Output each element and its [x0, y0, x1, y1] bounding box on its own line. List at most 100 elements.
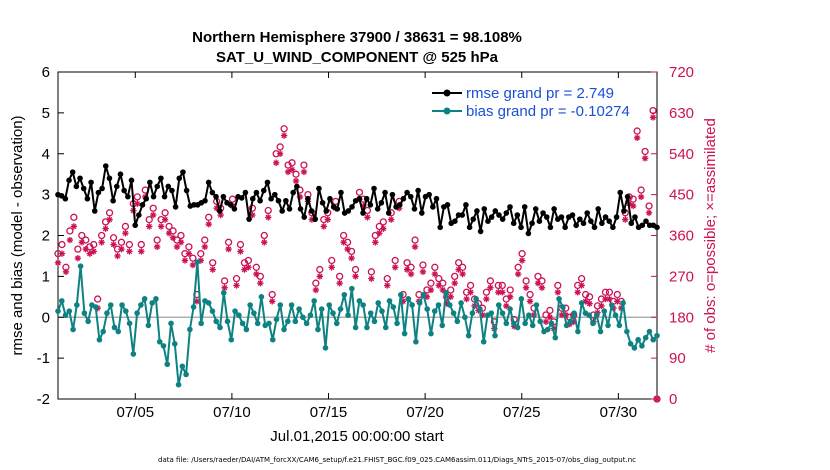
- right-y-axis: 0 90 180 270 360 450 540 630 720: [651, 64, 694, 408]
- possible-obs-marker: [526, 290, 534, 299]
- assimilated-obs-marker: [272, 159, 280, 167]
- bias-point: [145, 322, 152, 329]
- possible-obs-marker: [502, 295, 510, 303]
- possible-obs-marker: [153, 236, 161, 244]
- possible-obs-marker: [649, 106, 657, 115]
- assimilated-obs-marker: [237, 248, 244, 255]
- assimilated-obs-marker: [126, 248, 133, 255]
- x-tick-label: 07/30: [600, 404, 638, 421]
- obs-count-markers: [54, 106, 661, 403]
- bias-point: [379, 308, 385, 314]
- rmse-point: [463, 202, 469, 208]
- legend-bias-marker: [443, 107, 451, 115]
- assimilated-obs-marker: [380, 225, 387, 232]
- possible-obs-marker: [145, 215, 153, 224]
- possible-obs-marker: [633, 127, 641, 135]
- possible-obs-marker: [538, 277, 546, 285]
- rmse-point: [407, 193, 414, 200]
- assimilated-obs-marker: [427, 286, 435, 294]
- assimilated-obs-marker: [169, 234, 177, 241]
- assimilated-obs-marker: [614, 298, 621, 305]
- rmse-point: [558, 214, 565, 220]
- rmse-point: [492, 208, 499, 214]
- bias-point: [149, 300, 155, 306]
- assimilated-obs-marker: [578, 282, 585, 289]
- bias-point: [495, 302, 502, 308]
- assimilated-obs-marker: [261, 239, 268, 246]
- bias-point: [465, 332, 472, 339]
- bias-point: [537, 318, 544, 325]
- assimilated-obs-marker: [225, 245, 232, 253]
- bias-point: [571, 310, 577, 316]
- rmse-point: [595, 206, 602, 212]
- assimilated-obs-marker: [265, 214, 272, 221]
- rmse-point: [470, 216, 477, 222]
- assimilated-obs-marker: [467, 289, 474, 296]
- possible-obs-marker: [66, 227, 74, 235]
- rmse-point: [257, 197, 263, 204]
- assimilated-obs-marker: [173, 243, 181, 251]
- bias-point: [514, 324, 521, 331]
- assimilated-obs-marker: [503, 302, 510, 310]
- rmse-point: [496, 212, 502, 218]
- left-y-axis: -2 -1 0 1 2 3 4 5 6: [37, 64, 64, 408]
- assimilated-obs-marker: [384, 282, 391, 289]
- assimilated-obs-marker: [554, 289, 562, 296]
- y-tick-label: 5: [42, 105, 50, 122]
- rmse-point: [569, 212, 576, 218]
- bias-point: [175, 381, 182, 388]
- possible-obs-marker: [169, 227, 177, 235]
- assimilated-obs-marker: [435, 282, 443, 289]
- rmse-point: [382, 189, 388, 196]
- bias-point: [416, 300, 423, 306]
- possible-obs-marker: [355, 188, 364, 197]
- rmse-point: [327, 195, 333, 202]
- assimilated-obs-marker: [411, 243, 419, 251]
- bias-point: [330, 310, 336, 316]
- rmse-point: [485, 218, 491, 224]
- bias-point: [288, 302, 295, 308]
- possible-obs-marker: [641, 147, 649, 156]
- bias-point: [273, 316, 280, 323]
- possible-obs-marker: [197, 250, 205, 258]
- rmse-point: [536, 218, 543, 224]
- rmse-point: [209, 189, 216, 196]
- bias-point: [620, 300, 626, 306]
- bias-point: [560, 304, 566, 310]
- possible-obs-marker: [383, 274, 391, 283]
- rmse-point: [532, 206, 539, 212]
- assimilated-obs-marker: [499, 289, 506, 296]
- rmse-point: [404, 189, 410, 196]
- bias-point: [446, 302, 453, 308]
- rmse-point: [102, 163, 109, 169]
- possible-obs-marker: [189, 254, 197, 262]
- bias-point: [251, 310, 257, 316]
- rmse-point: [128, 177, 135, 184]
- possible-obs-marker: [276, 143, 284, 151]
- bias-point: [296, 306, 302, 312]
- assimilated-obs-marker: [106, 216, 113, 223]
- assimilated-obs-marker: [98, 239, 105, 246]
- bias-point: [224, 318, 231, 325]
- assimilated-obs-marker: [189, 261, 197, 269]
- rmse-point: [444, 202, 451, 208]
- assimilated-obs-marker: [54, 259, 62, 266]
- bias-point: [597, 328, 604, 335]
- rmse-point: [231, 206, 238, 212]
- rmse-point: [419, 210, 425, 216]
- bias-point: [232, 308, 238, 314]
- bias-point: [300, 314, 306, 321]
- bias-point: [556, 296, 562, 302]
- bias-point: [428, 330, 434, 337]
- bias-point: [371, 318, 378, 325]
- bias-point: [480, 338, 487, 345]
- possible-obs-marker: [435, 274, 443, 283]
- rmse-point: [378, 200, 385, 206]
- assimilated-obs-marker: [368, 275, 375, 282]
- rmse-point: [69, 169, 76, 175]
- y-tick-label: -1: [37, 350, 50, 367]
- bias-point: [81, 310, 88, 316]
- chart-subtitle: SAT_U_WIND_COMPONENT @ 525 hPa: [216, 49, 499, 66]
- rmse-point: [426, 191, 432, 198]
- assimilated-obs-marker: [403, 266, 411, 273]
